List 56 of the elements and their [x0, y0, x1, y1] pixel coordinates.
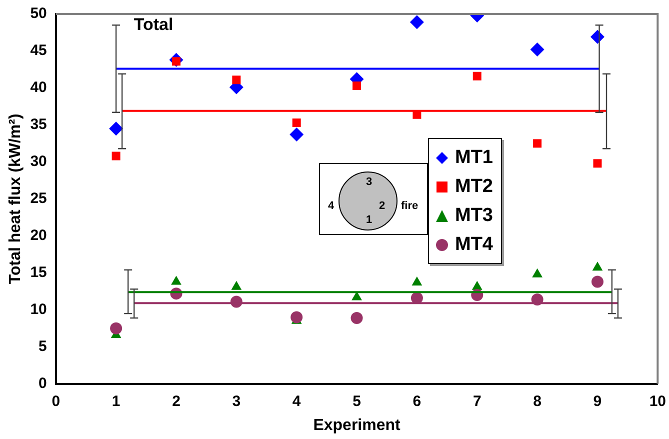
annotation: 3	[366, 175, 372, 189]
legend-label: MT3	[455, 204, 493, 226]
annotation: fire	[401, 199, 418, 213]
point	[410, 15, 424, 30]
legend-label: MT1	[455, 146, 493, 168]
x-tick-label: 10	[649, 392, 666, 410]
y-tick-label: 50	[30, 5, 47, 22]
annotation: 2	[379, 199, 386, 213]
point	[110, 322, 122, 334]
y-tick-label: 45	[30, 42, 47, 60]
x-tick-label: 9	[593, 392, 602, 410]
point	[290, 128, 304, 142]
point	[591, 276, 604, 288]
y-tick-label: 25	[30, 190, 47, 208]
point	[530, 42, 544, 56]
legend-label: MT2	[455, 176, 493, 198]
x-tick-label: 8	[533, 392, 542, 410]
point	[171, 276, 182, 285]
point	[412, 276, 422, 286]
point	[472, 280, 482, 290]
y-tick-label: 30	[30, 153, 47, 170]
x-tick-label: 6	[412, 392, 422, 410]
point	[292, 118, 301, 127]
point	[109, 122, 124, 136]
point	[231, 280, 242, 290]
point	[290, 311, 303, 324]
x-tick-label: 3	[232, 392, 241, 410]
point	[592, 262, 603, 271]
y-axis-title: Total heat flux (kW/m²)	[7, 114, 24, 284]
y-tick-label: 5	[38, 338, 47, 355]
point	[112, 152, 120, 160]
legend-label: MT4	[455, 234, 493, 256]
x-tick-label: 7	[472, 392, 482, 410]
y-tick-label: 0	[38, 374, 47, 392]
point	[532, 268, 542, 278]
point	[352, 82, 362, 90]
y-tick-label: 35	[30, 116, 47, 134]
point	[232, 76, 241, 84]
point	[352, 291, 362, 300]
point	[533, 139, 542, 148]
x-tick-label: 5	[352, 392, 361, 410]
y-tick-label: 40	[30, 79, 47, 96]
chart-title: Total	[134, 15, 174, 34]
x-tick-label: 0	[52, 392, 60, 410]
point	[350, 312, 363, 324]
x-tick-label: 2	[172, 392, 180, 410]
point	[472, 72, 482, 80]
y-tick-label: 20	[30, 227, 47, 244]
annotation: 4	[328, 199, 334, 213]
x-tick-label: 1	[112, 392, 120, 410]
x-axis-title: Experiment	[313, 416, 402, 434]
point	[593, 159, 602, 168]
y-tick-label: 10	[30, 300, 47, 318]
y-tick-label: 15	[30, 264, 47, 281]
x-tick-label: 4	[292, 392, 302, 410]
annotation: 1	[366, 213, 372, 227]
